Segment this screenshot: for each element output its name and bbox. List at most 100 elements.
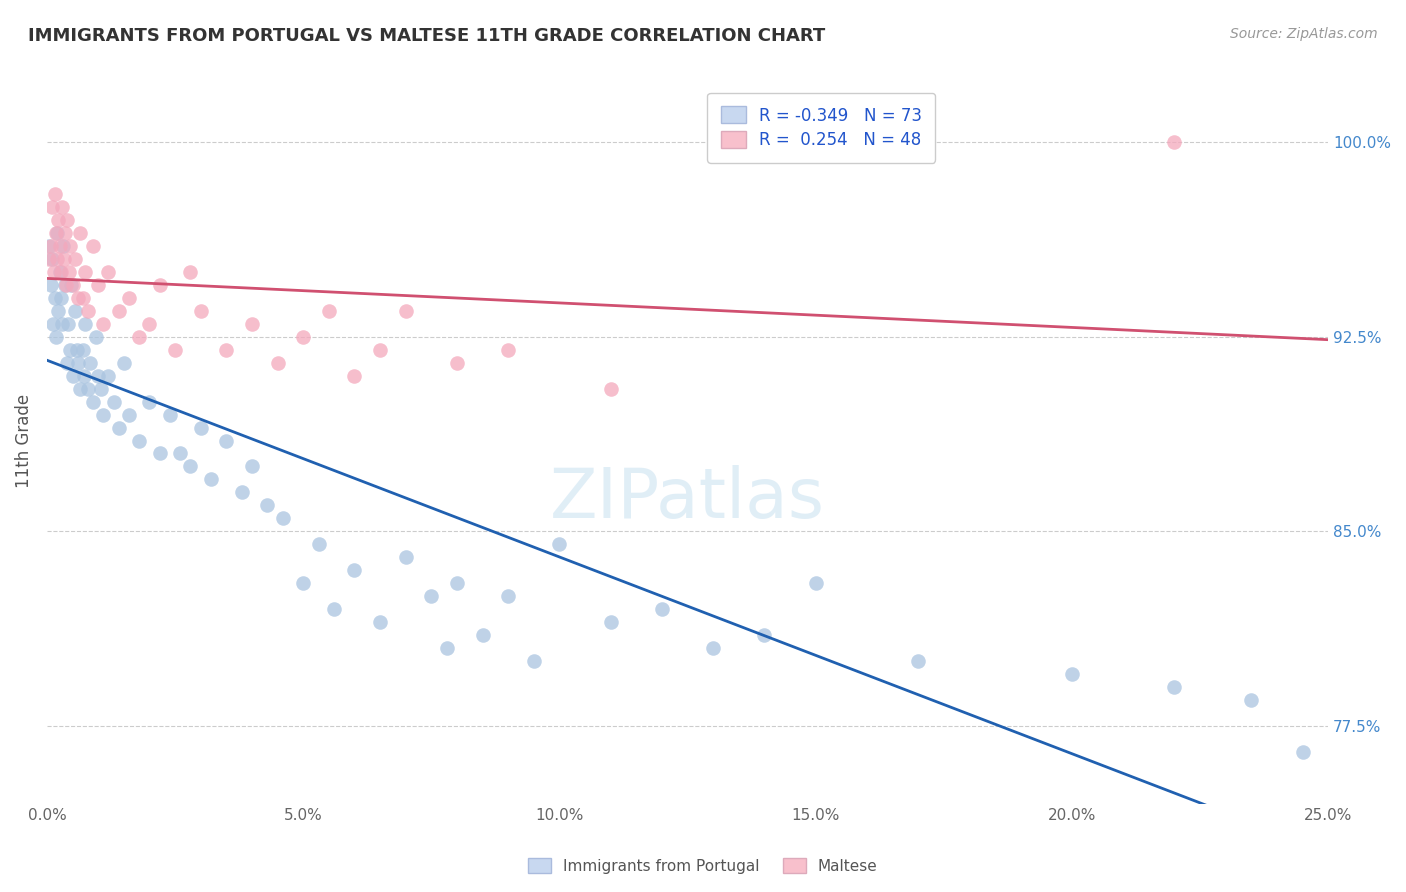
Point: [90, 382, 112, 396]
Point: [179, 265, 201, 279]
Point: [42, 265, 65, 279]
Point: [82, 239, 104, 253]
Point: [804, 576, 827, 591]
Point: [599, 615, 621, 629]
Point: [87, 368, 110, 383]
Point: [48, 265, 70, 279]
Point: [395, 303, 418, 318]
Point: [56, 213, 79, 227]
Point: [240, 317, 263, 331]
Point: [72, 343, 94, 357]
Point: [39, 239, 62, 253]
Point: [343, 563, 366, 577]
Point: [368, 615, 391, 629]
Point: [97, 368, 120, 383]
Point: [128, 434, 150, 448]
Point: [138, 394, 160, 409]
Point: [66, 291, 89, 305]
Point: [46, 303, 69, 318]
Text: ZIPatlas: ZIPatlas: [550, 465, 825, 533]
Point: [523, 654, 546, 668]
Point: [446, 356, 468, 370]
Point: [91, 317, 114, 331]
Point: [56, 356, 79, 370]
Point: [1291, 745, 1313, 759]
Point: [179, 459, 201, 474]
Point: [215, 434, 238, 448]
Point: [118, 408, 141, 422]
Point: [343, 368, 366, 383]
Point: [58, 317, 80, 331]
Point: [82, 394, 104, 409]
Point: [266, 356, 288, 370]
Point: [65, 343, 87, 357]
Point: [44, 187, 66, 202]
Point: [53, 277, 76, 292]
Point: [63, 303, 86, 318]
Point: [48, 239, 70, 253]
Point: [58, 265, 80, 279]
Text: Source: ZipAtlas.com: Source: ZipAtlas.com: [1230, 27, 1378, 41]
Legend: Immigrants from Portugal, Maltese: Immigrants from Portugal, Maltese: [522, 852, 884, 880]
Point: [60, 277, 83, 292]
Point: [66, 356, 89, 370]
Point: [436, 640, 458, 655]
Point: [308, 537, 330, 551]
Point: [318, 303, 340, 318]
Point: [420, 589, 443, 603]
Point: [75, 265, 97, 279]
Point: [118, 291, 141, 305]
Point: [59, 239, 82, 253]
Point: [395, 550, 418, 565]
Point: [52, 252, 75, 266]
Point: [42, 317, 65, 331]
Point: [128, 330, 150, 344]
Point: [1163, 680, 1185, 694]
Point: [368, 343, 391, 357]
Point: [46, 226, 69, 240]
Point: [41, 200, 63, 214]
Point: [38, 252, 60, 266]
Point: [62, 277, 84, 292]
Point: [73, 368, 96, 383]
Point: [292, 576, 315, 591]
Point: [69, 382, 91, 396]
Point: [292, 330, 315, 344]
Point: [112, 356, 135, 370]
Text: IMMIGRANTS FROM PORTUGAL VS MALTESE 11TH GRADE CORRELATION CHART: IMMIGRANTS FROM PORTUGAL VS MALTESE 11TH…: [28, 27, 825, 45]
Point: [97, 265, 120, 279]
Point: [84, 330, 107, 344]
Point: [51, 317, 73, 331]
Point: [39, 277, 62, 292]
Point: [271, 511, 294, 525]
Point: [69, 226, 91, 240]
Point: [1163, 136, 1185, 150]
Point: [107, 420, 129, 434]
Point: [702, 640, 724, 655]
Point: [45, 330, 67, 344]
Point: [63, 252, 86, 266]
Point: [496, 343, 519, 357]
Point: [190, 420, 212, 434]
Point: [215, 343, 238, 357]
Point: [55, 277, 77, 292]
Point: [240, 459, 263, 474]
Point: [159, 408, 181, 422]
Point: [38, 239, 60, 253]
Point: [53, 226, 76, 240]
Point: [107, 303, 129, 318]
Point: [446, 576, 468, 591]
Point: [190, 303, 212, 318]
Point: [51, 265, 73, 279]
Y-axis label: 11th Grade: 11th Grade: [15, 393, 32, 488]
Point: [77, 303, 100, 318]
Point: [599, 382, 621, 396]
Point: [51, 200, 73, 214]
Point: [41, 252, 63, 266]
Point: [91, 408, 114, 422]
Point: [471, 628, 494, 642]
Legend: R = -0.349   N = 73, R =  0.254   N = 48: R = -0.349 N = 73, R = 0.254 N = 48: [707, 93, 935, 162]
Point: [651, 602, 673, 616]
Point: [163, 343, 186, 357]
Point: [46, 213, 69, 227]
